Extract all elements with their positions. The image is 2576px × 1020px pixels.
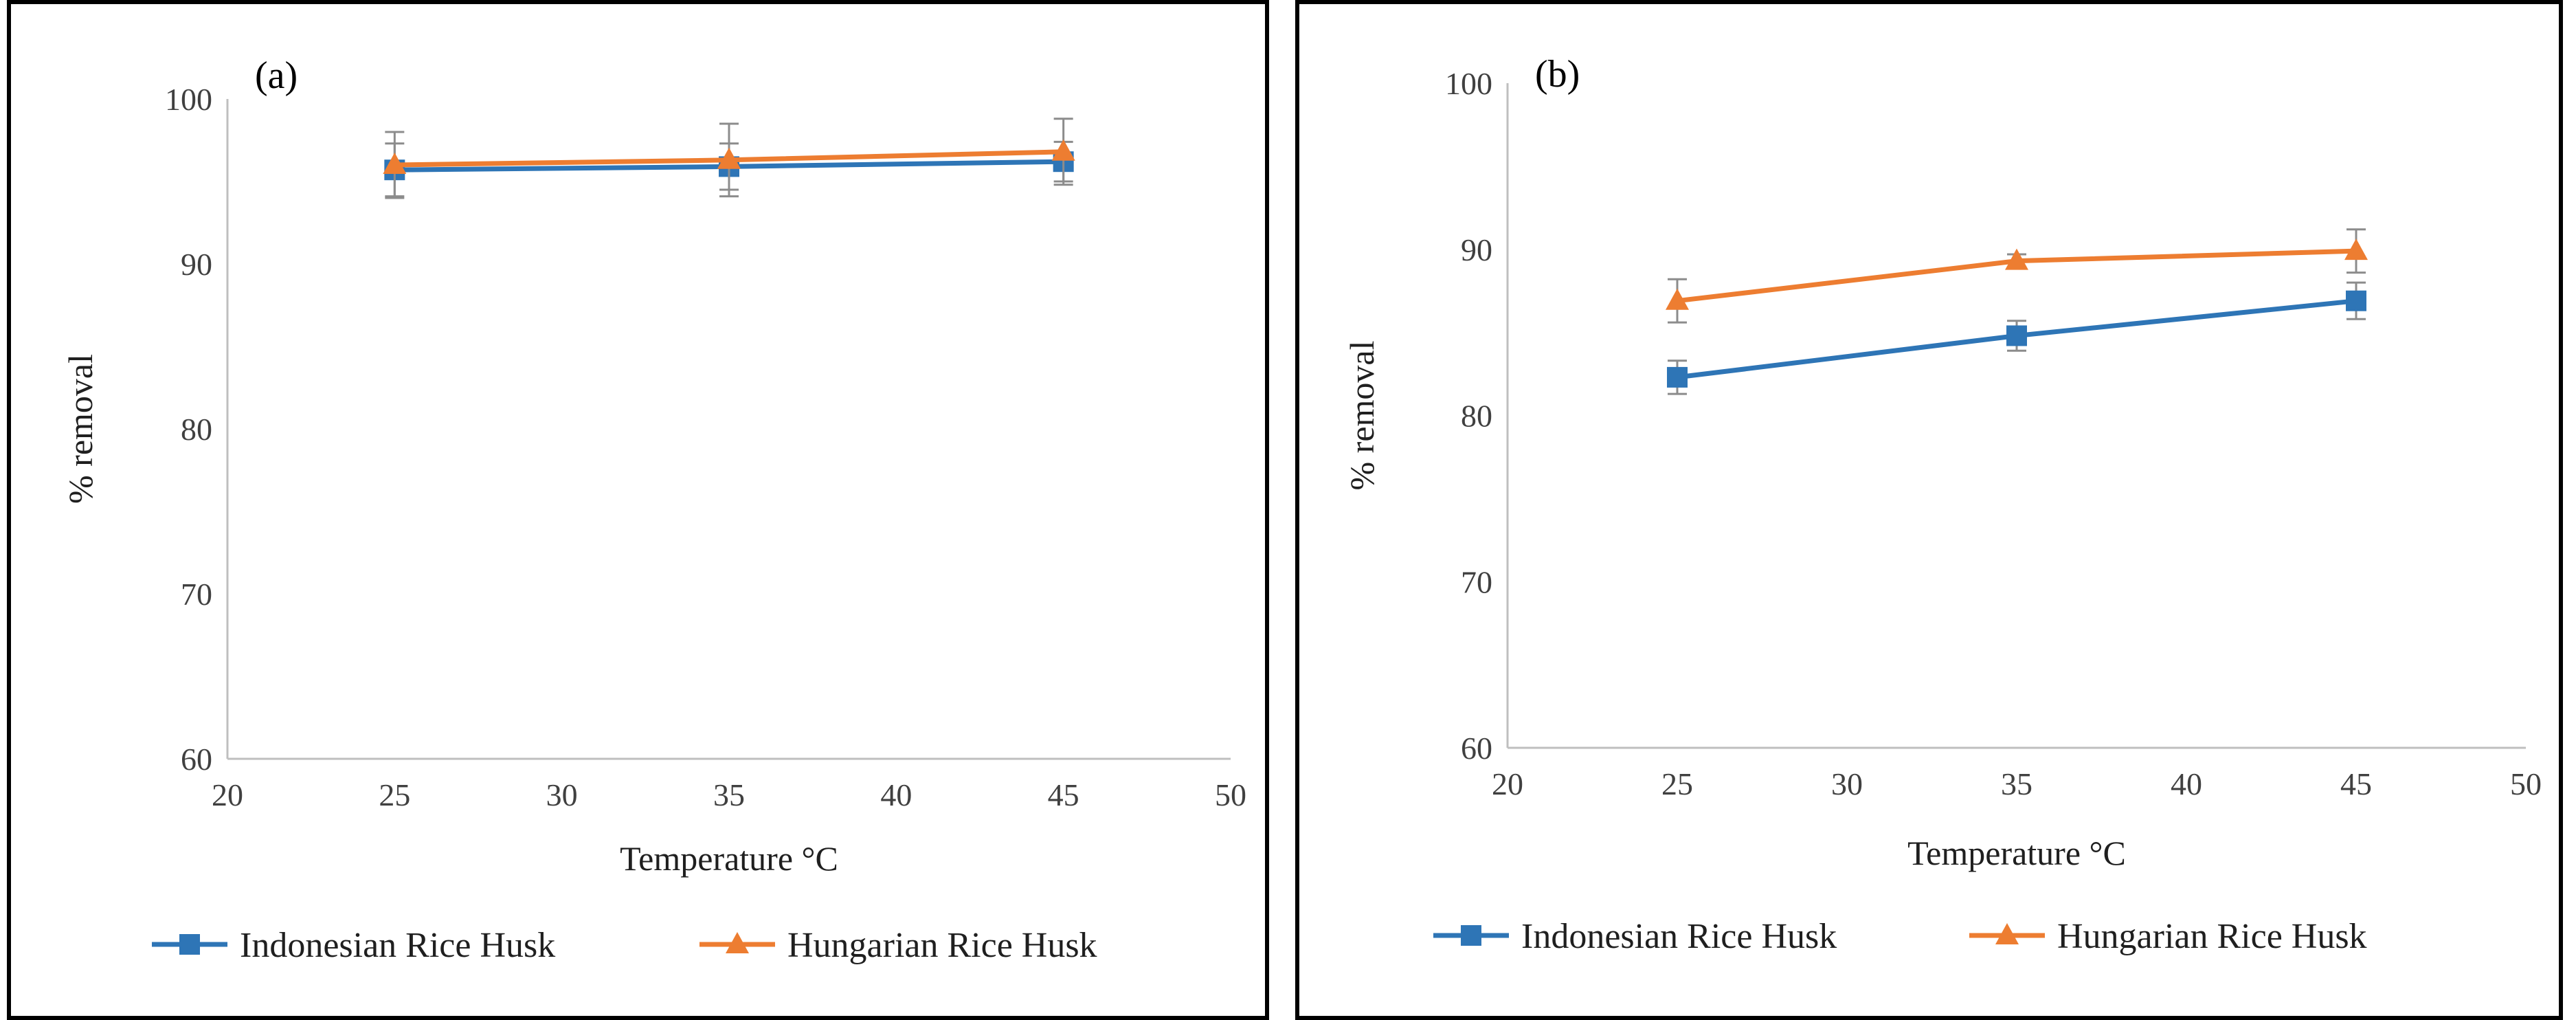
chart-b-svg: 60 70 80 90 100 20 25 30 35 40 45 50 % removal Temper… <box>1343 53 2542 956</box>
y-tick-label: 60 <box>181 742 212 777</box>
y-axis-title: % removal <box>1343 341 1381 491</box>
legend-label: Indonesian Rice Husk <box>1521 917 1837 956</box>
panel-label: (b) <box>1535 53 1580 96</box>
data-point-triangle <box>2005 248 2028 270</box>
y-tick-label: 70 <box>1461 564 1492 599</box>
chart-panel-b: 60 70 80 90 100 20 25 30 35 40 45 50 % removal Temper… <box>1295 0 2563 1020</box>
data-point-square <box>2006 325 2027 346</box>
x-tick-label: 30 <box>546 777 578 812</box>
legend-label: Indonesian Rice Husk <box>240 926 555 965</box>
data-point-triangle <box>717 147 741 169</box>
x-axis-title: Temperature °C <box>620 839 838 878</box>
legend-label: Hungarian Rice Husk <box>787 926 1097 965</box>
y-tick-label: 80 <box>181 412 212 447</box>
x-tick-label: 35 <box>713 777 745 812</box>
x-tick-label: 40 <box>880 777 912 812</box>
x-axis-title: Temperature °C <box>1907 834 2126 872</box>
legend-marker-square <box>179 934 200 955</box>
x-tick-label: 50 <box>2510 766 2542 801</box>
x-tick-label: 20 <box>1492 766 1523 801</box>
data-point-triangle <box>383 153 407 174</box>
chart-panel-a: 60 70 80 90 100 20 25 30 35 40 45 50 % removal Temper… <box>7 0 1269 1020</box>
legend-label: Hungarian Rice Husk <box>2057 917 2367 956</box>
y-tick-label: 100 <box>1445 66 1492 101</box>
chart-a-svg: 60 70 80 90 100 20 25 30 35 40 45 50 % removal Temper… <box>61 54 1246 965</box>
y-tick-label: 100 <box>165 82 212 117</box>
legend-marker-square <box>1461 925 1481 946</box>
data-point-square <box>1667 366 1688 388</box>
data-point-square <box>2346 290 2366 311</box>
data-point-triangle <box>1666 288 1689 310</box>
y-tick-label: 80 <box>1461 399 1492 434</box>
y-tick-label: 90 <box>1461 232 1492 267</box>
x-tick-label: 25 <box>379 777 410 812</box>
y-tick-label: 60 <box>1461 731 1492 766</box>
x-tick-label: 40 <box>2171 766 2202 801</box>
y-axis-title: % removal <box>61 354 100 504</box>
legend-marker-triangle <box>726 932 749 953</box>
x-tick-label: 50 <box>1215 777 1246 812</box>
x-tick-label: 25 <box>1661 766 1693 801</box>
x-tick-label: 30 <box>1831 766 1863 801</box>
y-tick-label: 70 <box>181 577 212 612</box>
panel-label: (a) <box>255 54 298 97</box>
x-tick-label: 45 <box>2340 766 2372 801</box>
legend-marker-triangle <box>1995 923 2019 944</box>
x-tick-label: 20 <box>212 777 243 812</box>
x-tick-label: 35 <box>2001 766 2032 801</box>
data-point-triangle <box>2344 239 2368 260</box>
y-tick-label: 90 <box>181 247 212 282</box>
data-point-triangle <box>1051 139 1075 161</box>
x-tick-label: 45 <box>1048 777 1079 812</box>
